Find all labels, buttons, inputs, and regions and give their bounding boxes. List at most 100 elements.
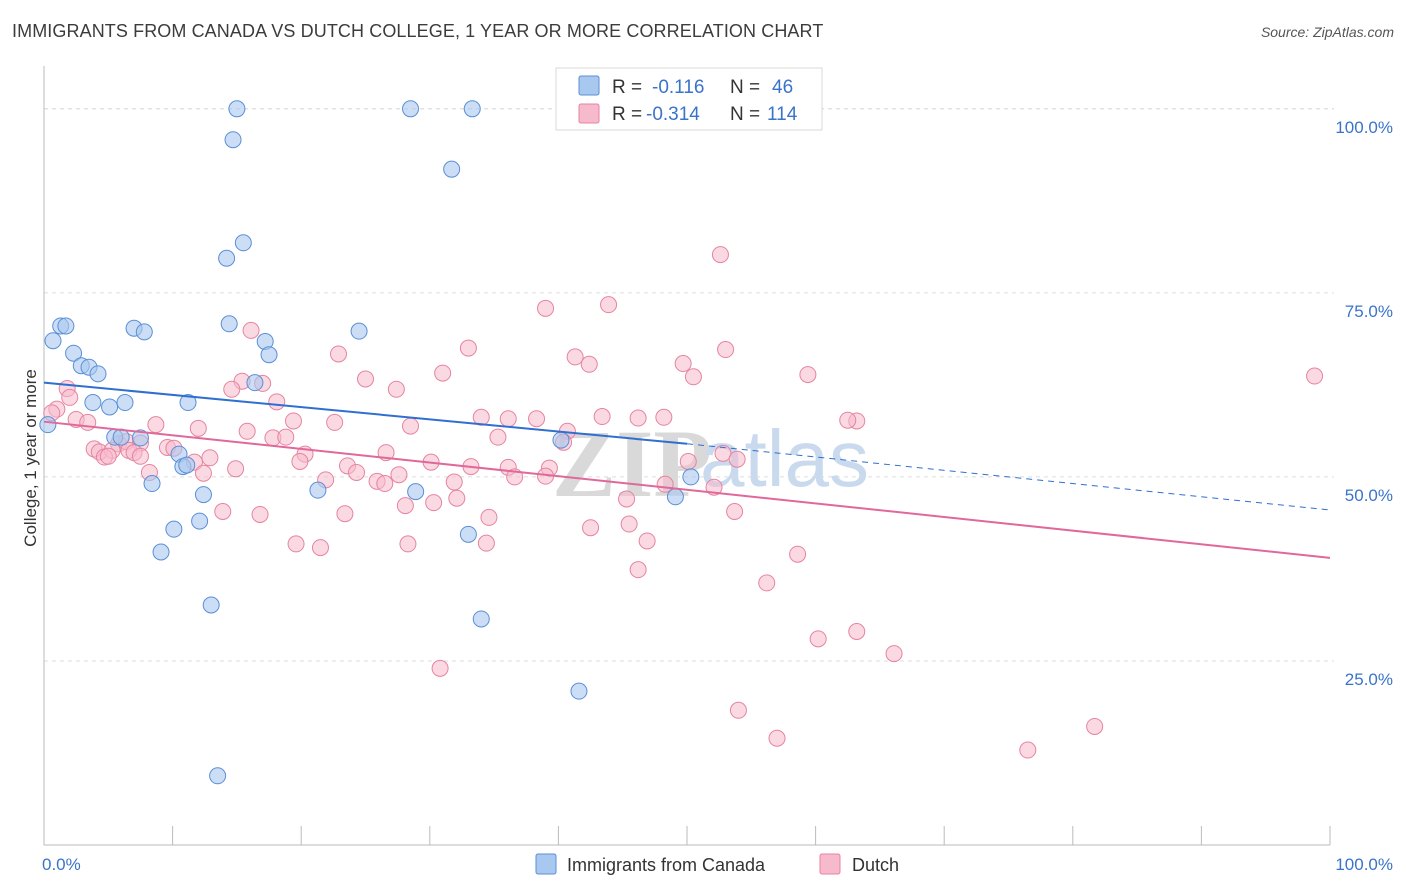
dutch-point (387, 380, 405, 398)
dutch-point (480, 508, 498, 526)
legend-r-label-1: R = (612, 77, 642, 98)
canada-point (350, 322, 368, 340)
dutch-point (326, 413, 344, 431)
dutch-point (376, 475, 394, 493)
correlation-legend: R = -0.116 N = 46 R = -0.314 N = 114 (555, 67, 823, 131)
dutch-point (251, 505, 269, 523)
dutch-point (711, 246, 729, 264)
canada-point (131, 429, 149, 447)
dutch-point (448, 489, 466, 507)
canada-point (101, 398, 119, 416)
canada-point (459, 525, 477, 543)
dutch-point (489, 428, 507, 446)
dutch-point (194, 464, 212, 482)
legend-box (555, 67, 823, 131)
canada-point (178, 456, 196, 474)
dutch-trend-line (43, 420, 1331, 559)
dutch-point (684, 368, 702, 386)
dutch-point (618, 490, 636, 508)
dutch-point (79, 413, 97, 431)
canada-point (209, 767, 227, 785)
canada-trend-line (43, 381, 688, 445)
dutch-point (705, 478, 723, 496)
dutch-point (284, 412, 302, 430)
dutch-point (214, 503, 232, 521)
legend-n-value-1: 46 (772, 77, 793, 98)
canada-point (194, 486, 212, 504)
canada-point (463, 100, 481, 118)
series-legend: Immigrants from Canada Dutch (535, 853, 899, 875)
dutch-point (809, 630, 827, 648)
dutch-point (472, 408, 490, 426)
y-tick-label: 50.0% (1345, 486, 1393, 505)
dutch-point (445, 473, 463, 491)
dutch-point (291, 452, 309, 470)
canada-point (246, 374, 264, 392)
canada-point (44, 332, 62, 350)
dutch-point (431, 659, 449, 677)
dutch-point (726, 503, 744, 521)
legend-swatch-canada (578, 75, 600, 96)
dutch-point (396, 497, 414, 515)
tick-labels: 25.0% 50.0% 75.0% 100.0% 0.0% 100.0% (42, 118, 1393, 874)
dutch-point (477, 534, 495, 552)
legend-r-value-1: -0.116 (652, 77, 704, 98)
legend-r-label-2: R = (612, 104, 642, 125)
source-credit: Source: ZipAtlas.com (1260, 24, 1394, 40)
dutch-point (357, 370, 374, 388)
canada-point (84, 394, 102, 412)
dutch-point (789, 545, 807, 563)
canada-point (443, 160, 461, 178)
dutch-point (425, 494, 443, 512)
dutch-point (674, 355, 692, 373)
dutch-point (885, 645, 903, 663)
dutch-point (717, 341, 735, 359)
dutch-point (1306, 367, 1324, 385)
canada-point (472, 610, 490, 628)
dutch-point (434, 364, 452, 382)
dutch-point (399, 535, 417, 553)
canada-point (202, 596, 220, 614)
dutch-point (580, 355, 598, 373)
dutch-point (499, 410, 517, 428)
dutch-point (620, 515, 638, 533)
dutch-point (629, 409, 647, 427)
canada-trend-extension (686, 443, 1331, 511)
dutch-point (593, 408, 611, 426)
canada-point (112, 428, 130, 446)
legend-swatch-dutch (578, 103, 600, 124)
legend-n-label-2: N = (730, 104, 760, 125)
canada-point (234, 234, 252, 252)
dutch-point (600, 296, 618, 314)
grid-lines (44, 108, 1334, 662)
dutch-point (201, 449, 219, 467)
dutch-point (147, 416, 165, 434)
dutch-point (729, 701, 747, 719)
dutch-point (268, 393, 286, 411)
dutch-point (758, 574, 776, 592)
dutch-point (655, 408, 673, 426)
canada-point (152, 543, 170, 561)
canada-points (39, 100, 700, 785)
dutch-point (1086, 717, 1104, 735)
dutch-point (679, 452, 697, 470)
dutch-point (459, 339, 477, 357)
dutch-point (402, 417, 420, 435)
axes (43, 66, 1331, 846)
dutch-point (839, 411, 857, 429)
canada-point (260, 346, 278, 364)
dutch-point (223, 380, 241, 398)
dutch-point (311, 539, 329, 557)
bottom-legend-swatch-dutch (819, 853, 841, 875)
dutch-point (537, 299, 555, 317)
canada-point (65, 344, 83, 362)
dutch-point (277, 428, 295, 446)
y-tick-label: 75.0% (1345, 302, 1393, 321)
dutch-point (131, 447, 149, 465)
dutch-point (566, 348, 584, 366)
y-axis-label: College, 1 year or more (21, 369, 40, 547)
canada-point (309, 481, 327, 499)
dutch-point (768, 729, 786, 747)
canada-point (191, 512, 209, 530)
dutch-point (227, 460, 245, 478)
